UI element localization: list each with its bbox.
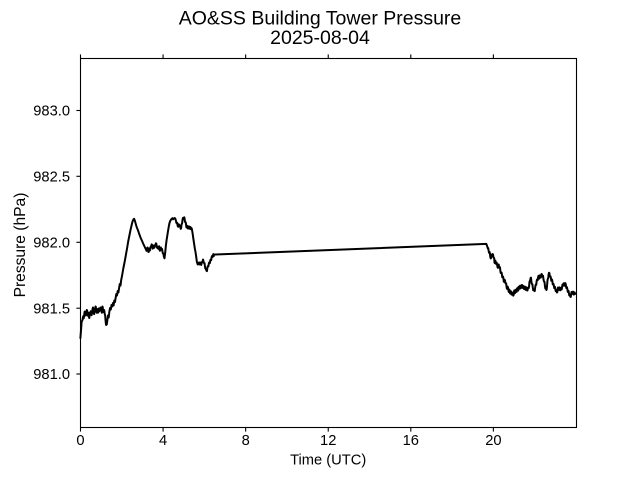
- svg-text:4: 4: [159, 433, 167, 449]
- svg-text:981.5: 981.5: [33, 301, 70, 317]
- svg-text:981.0: 981.0: [33, 367, 70, 383]
- svg-text:982.5: 982.5: [33, 169, 70, 185]
- svg-text:983.0: 983.0: [33, 104, 70, 120]
- svg-text:AO&SS Building Tower Pressure: AO&SS Building Tower Pressure: [179, 7, 462, 29]
- svg-text:Time (UTC): Time (UTC): [290, 453, 366, 469]
- svg-text:982.0: 982.0: [33, 235, 70, 251]
- svg-text:12: 12: [320, 433, 336, 449]
- svg-text:2025-08-04: 2025-08-04: [270, 27, 370, 49]
- svg-text:8: 8: [242, 433, 250, 449]
- svg-text:20: 20: [485, 433, 501, 449]
- svg-text:Pressure (hPa): Pressure (hPa): [12, 193, 29, 298]
- svg-text:0: 0: [76, 433, 84, 449]
- svg-text:16: 16: [403, 433, 419, 449]
